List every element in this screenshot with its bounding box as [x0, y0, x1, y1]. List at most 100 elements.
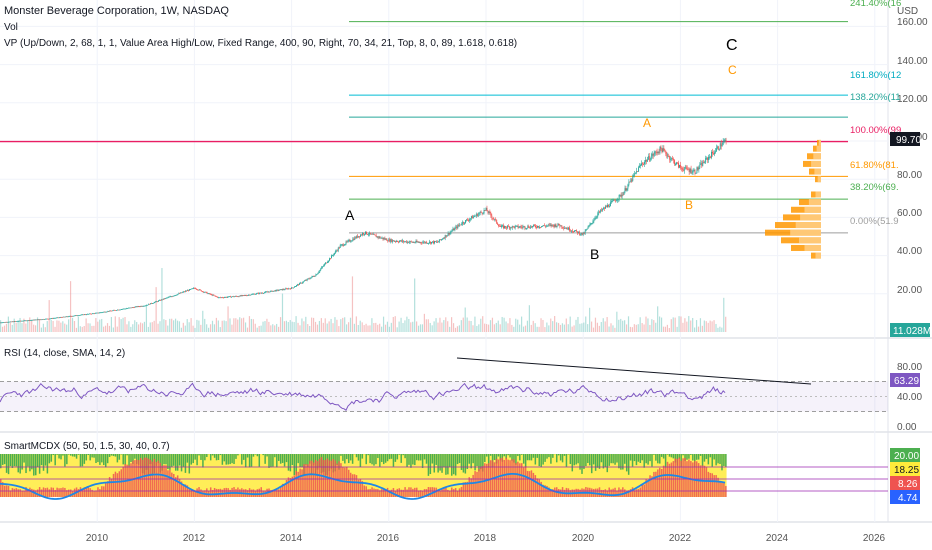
volume-bar — [237, 319, 239, 332]
candle-body — [460, 224, 462, 226]
smart-green-bar — [647, 454, 649, 465]
smart-red-bar — [9, 490, 12, 497]
volume-bar — [231, 324, 233, 332]
candle-body — [17, 321, 18, 322]
smart-green-bar — [464, 454, 467, 474]
candle-body — [333, 252, 335, 255]
smart-red-bar — [400, 489, 402, 497]
candle-body — [9, 321, 11, 323]
time-axis[interactable]: 2010 2012 2014 2016 2018 2020 2022 2024 … — [86, 533, 886, 544]
smart-red-bar — [118, 471, 121, 497]
smart-red-bar — [110, 478, 113, 497]
rsi-tick: 0.00 — [897, 422, 917, 433]
smart-green-bar — [124, 454, 126, 465]
smart-green-bar — [699, 454, 702, 456]
smart-red-bar — [460, 486, 463, 497]
smart-green-bar — [690, 454, 692, 455]
candle-body — [170, 296, 172, 298]
smart-green-bar — [77, 454, 80, 455]
candle-body — [642, 163, 643, 165]
candle-body — [455, 226, 457, 228]
smart-green-bar — [548, 454, 550, 458]
smart-red-bar — [429, 487, 432, 497]
candle-body — [394, 241, 396, 242]
candle-body — [153, 302, 155, 304]
candle-body — [502, 225, 503, 227]
candle-body — [246, 295, 248, 297]
smart-green-bar — [132, 454, 134, 464]
smart-red-bar — [454, 488, 457, 497]
smart-red-bar — [528, 471, 531, 497]
volume-bar — [431, 325, 433, 332]
candle-body — [7, 321, 9, 323]
smart-red-bar — [622, 487, 624, 497]
candle-body — [599, 211, 601, 213]
candle-body — [384, 238, 386, 240]
smart-red-bar — [386, 487, 389, 497]
smart-red-bar — [715, 475, 717, 497]
smart-green-bar — [583, 454, 585, 470]
smart-green-bar — [460, 454, 463, 470]
rsi-axis[interactable]: 80.00 40.00 0.00 — [897, 362, 922, 433]
candle-body — [476, 213, 478, 217]
smart-green-bar — [645, 454, 647, 464]
svg-text:99.70: 99.70 — [896, 135, 921, 146]
candle-body — [50, 318, 51, 320]
smart-green-bar — [342, 454, 344, 461]
smart-green-bar — [293, 454, 296, 476]
volume-bar — [631, 327, 633, 332]
candle-body — [420, 242, 422, 243]
smart-green-bar — [169, 454, 171, 470]
candle-body — [653, 153, 655, 156]
volume-bar — [297, 322, 299, 332]
volume-bar — [645, 316, 647, 332]
volume-bar — [198, 320, 200, 332]
candle-body — [102, 311, 104, 313]
smart-red-bar — [147, 458, 150, 497]
smart-red-bar — [1, 482, 4, 497]
candle-body — [350, 241, 352, 243]
candle-body — [123, 308, 125, 310]
candle-body — [262, 293, 264, 294]
candle-body — [583, 233, 585, 234]
candle-body — [184, 291, 186, 293]
smart-green-bar — [620, 454, 622, 470]
volume-bar — [388, 326, 390, 332]
candle-body — [166, 297, 168, 299]
smart-green-bar — [680, 454, 682, 467]
volume-bar — [625, 324, 628, 332]
volume-bar — [138, 324, 140, 332]
candle-body — [682, 169, 684, 171]
candle-body — [26, 320, 28, 322]
candle-body — [719, 143, 721, 150]
smart-red-bar — [29, 487, 31, 497]
volume-bar — [606, 317, 608, 332]
smart-red-bar — [60, 488, 62, 497]
candle-body — [341, 244, 343, 246]
smart-green-bar — [157, 454, 159, 464]
smart-green-bar — [91, 454, 93, 458]
smart-green-bar — [9, 454, 12, 467]
candle-body — [617, 198, 619, 201]
smart-green-bar — [627, 454, 630, 475]
candle-body — [407, 241, 409, 243]
smart-green-bar — [507, 454, 509, 456]
candle-body — [90, 313, 92, 315]
candle-body — [523, 226, 525, 228]
smart-green-bar — [466, 454, 469, 469]
candle-body — [609, 202, 611, 207]
smart-red-bar — [38, 487, 41, 497]
volume-bar — [377, 324, 379, 332]
candle-body — [369, 232, 371, 234]
candle-body — [533, 224, 535, 226]
smart-green-bar — [285, 454, 288, 463]
volume-bar — [0, 320, 2, 332]
volume-bar — [614, 327, 616, 332]
candle-body — [200, 290, 202, 292]
candle-body — [356, 235, 358, 239]
volume-bar — [449, 326, 451, 332]
candle-body — [206, 292, 208, 294]
candle-body — [544, 225, 546, 227]
candle-body — [706, 157, 708, 159]
